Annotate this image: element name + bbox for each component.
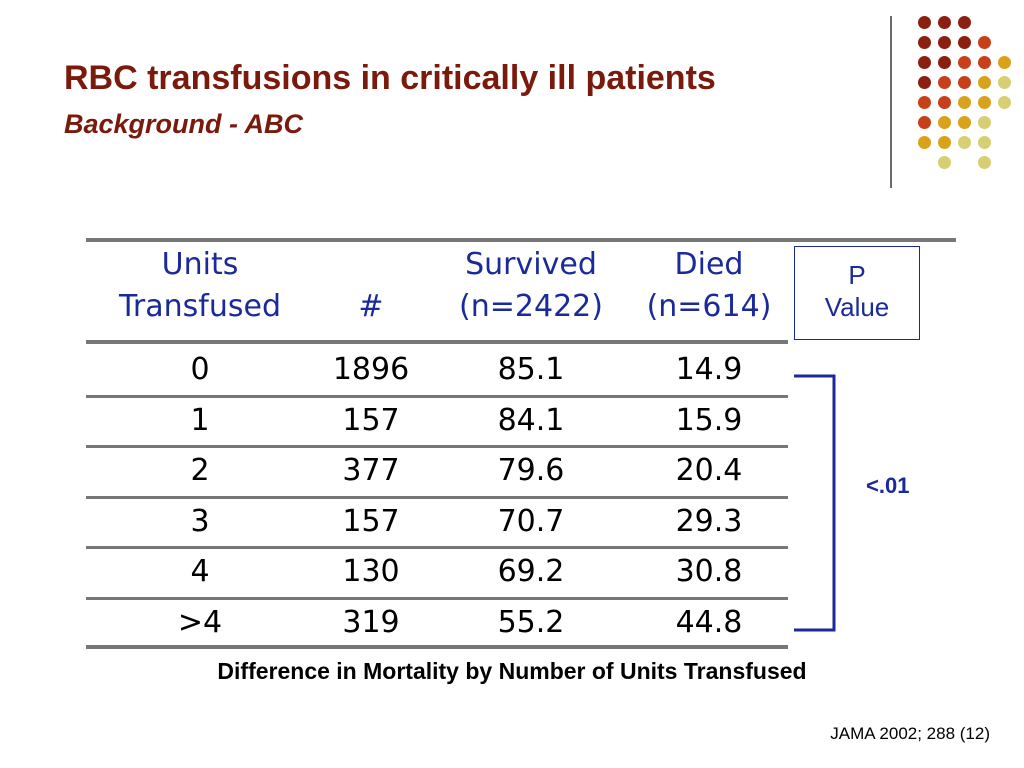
p-value-header-line2: Value — [824, 292, 890, 322]
decorative-dot — [958, 96, 971, 109]
p-value-header-box: P Value — [794, 246, 920, 340]
decorative-dot — [938, 16, 951, 29]
cell-units: 1 — [190, 402, 210, 438]
decorative-dot — [938, 76, 951, 89]
decorative-dot — [958, 116, 971, 129]
decorative-dot — [918, 116, 931, 129]
decorative-dot — [998, 96, 1011, 109]
cell-units: 0 — [190, 352, 210, 387]
cell-units: 3 — [190, 503, 210, 539]
cell-died: 29.3 — [675, 503, 743, 539]
table-bottom-rule — [86, 645, 788, 649]
header-count-line2: # — [358, 289, 384, 324]
cell-died: 30.8 — [675, 554, 743, 589]
cell-units: 4 — [190, 554, 210, 589]
cell-survived: 69.2 — [497, 554, 565, 589]
decorative-dot — [958, 16, 971, 29]
header-died-line1: Died — [674, 247, 744, 282]
cell-died: 15.9 — [675, 402, 743, 438]
row-rule — [86, 394, 788, 398]
decorative-dot — [938, 36, 951, 49]
decorative-dot — [978, 136, 991, 149]
p-value-bracket — [794, 374, 836, 632]
cell-count: 1896 — [332, 352, 410, 387]
decorative-dot — [978, 156, 991, 169]
header-count: # — [314, 244, 428, 328]
header-died-line2: (n=614) — [646, 289, 772, 324]
header-died: Died (n=614) — [626, 244, 792, 328]
cell-survived: 70.7 — [497, 503, 565, 539]
header-survived-line2: (n=2422) — [459, 289, 603, 324]
decorative-dot — [938, 156, 951, 169]
decorative-dot — [958, 36, 971, 49]
decorative-dot — [998, 76, 1011, 89]
table-caption: Difference in Mortality by Number of Uni… — [217, 658, 807, 684]
header-units-line2: Transfused — [119, 289, 281, 324]
cell-count: 130 — [342, 554, 400, 589]
decorative-dot — [978, 36, 991, 49]
decorative-dot — [978, 76, 991, 89]
decorative-dot — [938, 56, 951, 69]
decorative-dot — [958, 136, 971, 149]
decorative-dot — [918, 56, 931, 69]
decorative-dot — [978, 116, 991, 129]
header-count-line1 — [314, 244, 428, 286]
decorative-dot — [918, 136, 931, 149]
decorative-vertical-line — [890, 16, 892, 188]
cell-survived: 84.1 — [497, 402, 565, 438]
cell-died: 20.4 — [675, 453, 743, 488]
cell-survived: 55.2 — [497, 604, 565, 640]
p-value-result: <.01 — [866, 473, 910, 498]
decorative-dot — [978, 96, 991, 109]
table-header-rule — [86, 340, 788, 344]
row-rule — [86, 445, 788, 448]
decorative-dot — [918, 16, 931, 29]
cell-units: >4 — [177, 604, 223, 640]
decorative-dot — [938, 136, 951, 149]
slide-subtitle: Background - ABC — [64, 109, 304, 139]
citation: JAMA 2002; 288 (12) — [830, 724, 990, 743]
decorative-dot — [938, 96, 951, 109]
decorative-dot — [958, 76, 971, 89]
cell-units: 2 — [190, 453, 210, 488]
cell-died: 44.8 — [675, 604, 743, 640]
cell-survived: 85.1 — [497, 352, 565, 387]
table-top-rule — [86, 238, 956, 242]
row-rule — [86, 495, 788, 499]
decorative-dot — [958, 56, 971, 69]
slide-title: RBC transfusions in critically ill patie… — [64, 59, 716, 97]
cell-count: 377 — [342, 453, 400, 488]
cell-count: 157 — [342, 402, 400, 438]
cell-count: 319 — [342, 604, 400, 640]
header-survived: Survived (n=2422) — [438, 244, 624, 328]
decorative-dot — [978, 56, 991, 69]
decorative-dot — [918, 36, 931, 49]
cell-count: 157 — [342, 503, 400, 539]
decorative-dot — [918, 96, 931, 109]
p-value-header-line1: P — [848, 260, 866, 290]
cell-died: 14.9 — [675, 352, 743, 387]
decorative-dot — [938, 116, 951, 129]
cell-survived: 79.6 — [497, 453, 565, 488]
header-units-transfused: Units Transfused — [86, 244, 314, 328]
header-survived-line1: Survived — [465, 247, 597, 282]
row-rule — [86, 546, 788, 549]
decorative-dot — [998, 56, 1011, 69]
header-units-line1: Units — [161, 247, 239, 282]
decorative-dot — [918, 76, 931, 89]
row-rule — [86, 596, 788, 600]
